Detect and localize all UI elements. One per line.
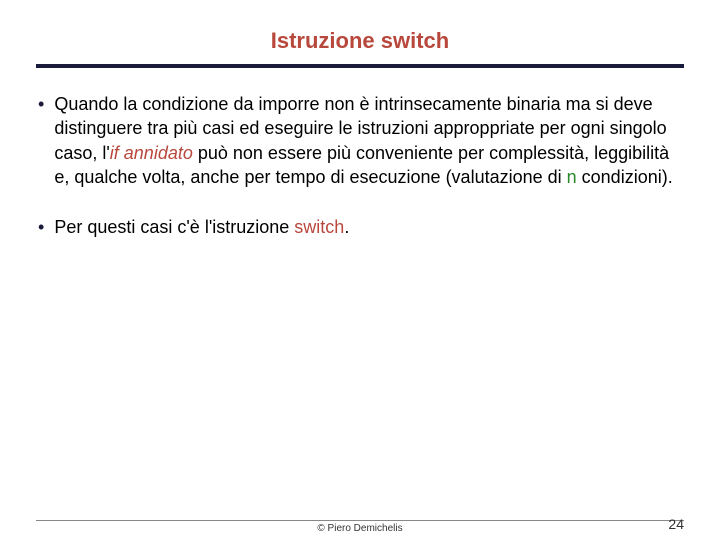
page-number: 24 — [668, 516, 684, 532]
bullet-item: • Quando la condizione da imporre non è … — [38, 92, 682, 189]
text-segment: . — [344, 217, 349, 237]
text-segment: condizioni). — [577, 167, 673, 187]
bullet-mark-icon: • — [38, 92, 44, 189]
text-segment: Per questi casi c'è l'istruzione — [54, 217, 294, 237]
bullet-item: • Per questi casi c'è l'istruzione switc… — [38, 215, 682, 239]
bullet-mark-icon: • — [38, 215, 44, 239]
bullet-text: Quando la condizione da imporre non è in… — [54, 92, 682, 189]
keyword-if-annidato: if annidato — [110, 143, 193, 163]
keyword-n: n — [567, 167, 577, 187]
slide-footer: © Piero Demichelis 24 — [36, 520, 684, 534]
slide-content: • Quando la condizione da imporre non è … — [36, 92, 684, 239]
copyright-text: © Piero Demichelis — [317, 523, 402, 534]
slide-title: Istruzione switch — [36, 28, 684, 64]
bullet-text: Per questi casi c'è l'istruzione switch. — [54, 215, 682, 239]
slide: Istruzione switch • Quando la condizione… — [0, 0, 720, 540]
title-rule — [36, 64, 684, 68]
keyword-switch: switch — [294, 217, 344, 237]
